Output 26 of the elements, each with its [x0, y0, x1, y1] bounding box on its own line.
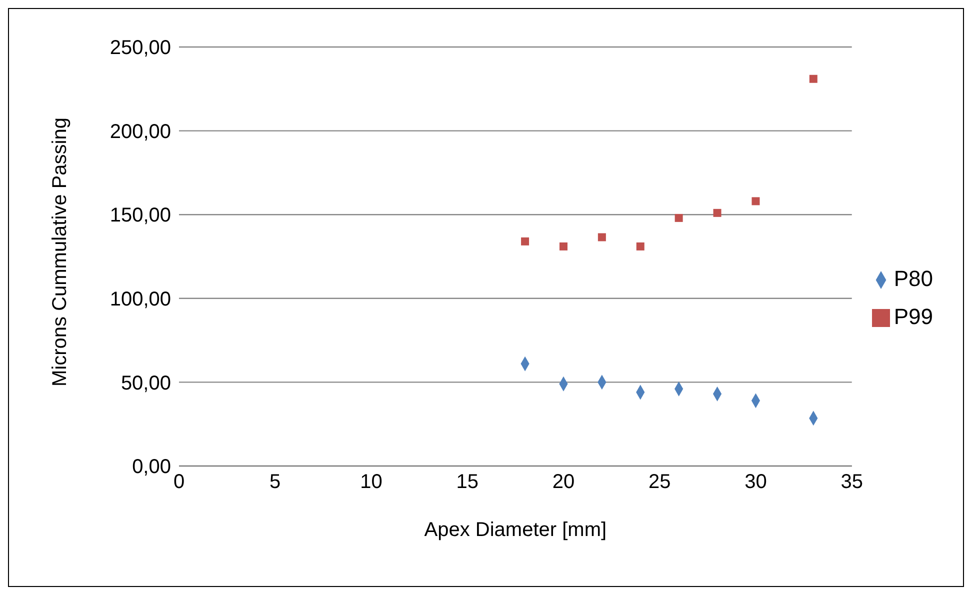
point [713, 208, 722, 217]
x-axis-title: Apex Diameter [mm] [424, 519, 607, 541]
y-tick-label: 100,00 [110, 288, 171, 310]
point [559, 242, 568, 250]
legend-label: P80 [894, 266, 933, 290]
x-tick-label: 5 [270, 471, 281, 494]
y-tick-label: 150,00 [110, 204, 171, 227]
point [752, 197, 760, 206]
point [521, 237, 530, 246]
y-tick-label: 200,00 [110, 120, 171, 143]
point [636, 242, 644, 250]
x-tick-label: 0 [173, 471, 185, 494]
y-tick-label: 250,00 [110, 37, 171, 60]
x-tick-label: 25 [648, 471, 671, 494]
y-tick-label: 0,00 [132, 456, 171, 478]
x-tick-label: 20 [552, 471, 575, 494]
y-tick-label: 50,00 [120, 372, 171, 394]
x-tick-label: 15 [456, 471, 478, 494]
y-axis-title: Microns Cummulative Passing [49, 118, 72, 386]
point [809, 74, 818, 83]
legend-label: P99 [894, 304, 933, 328]
x-tick-label: 10 [360, 471, 382, 494]
point [598, 233, 606, 242]
point [674, 214, 683, 222]
x-tick-label: 35 [840, 471, 863, 494]
x-tick-label: 30 [744, 471, 767, 494]
